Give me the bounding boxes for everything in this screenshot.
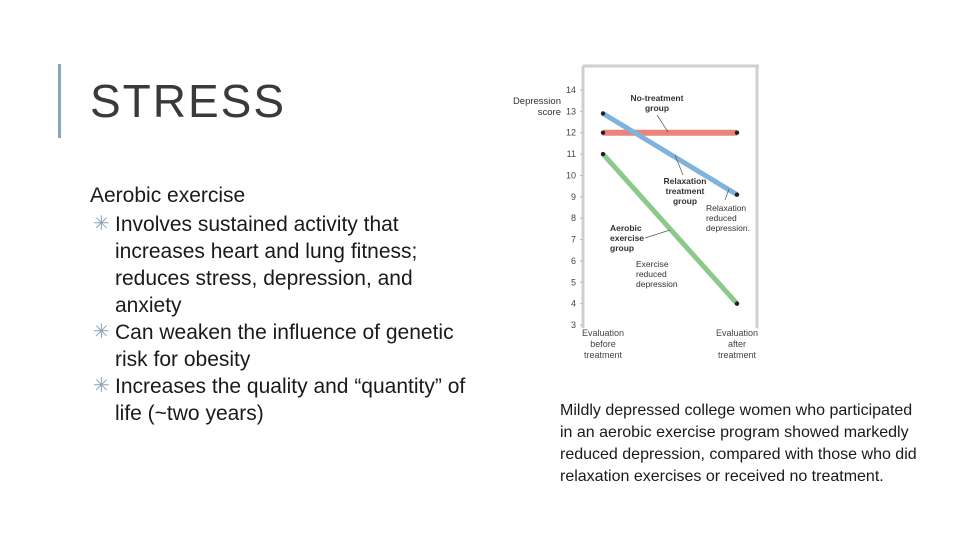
chart-caption: Mildly depressed college women who parti… <box>560 402 917 485</box>
series-point <box>600 111 606 116</box>
annotation-no-treatment: No-treatment group <box>631 93 684 113</box>
annotation-aerobic: Aerobic exercise group <box>610 223 644 253</box>
bullet-heading: Aerobic exercise <box>90 184 246 207</box>
y-tick-label: 6 <box>571 256 576 266</box>
series-point <box>600 130 606 135</box>
series-point <box>734 301 740 306</box>
annotation-leader-line <box>656 114 669 133</box>
annotation-relaxation-note: Relaxation reduced depression. <box>706 203 750 233</box>
series-point <box>734 130 740 135</box>
bullet-text: Can weaken the influence of genetic risk… <box>115 321 454 371</box>
y-tick-label: 14 <box>566 85 576 95</box>
y-axis-label-line2: score <box>538 107 561 118</box>
asterisk-bullet-icon: ✳ <box>93 375 110 397</box>
x-tick-label: Evaluation after treatment <box>716 328 758 360</box>
asterisk-bullet-icon: ✳ <box>93 213 110 235</box>
y-tick-label: 8 <box>571 213 576 223</box>
y-tick-label: 12 <box>566 128 576 138</box>
title-accent-bar <box>58 64 61 138</box>
chart-svg: 3 4 5 6 7 8 9 10 11 12 13 14 No-treatment group Relax… <box>513 64 759 360</box>
bullet-item: ✳ Involves sustained activity that incre… <box>90 211 470 319</box>
annotation-relaxation: Relaxation treatment group <box>664 176 707 206</box>
annotation-leader-line <box>724 188 730 201</box>
annotation-exercise-note: Exercise reduced depression <box>636 259 678 289</box>
bullet-text: Involves sustained activity that increas… <box>115 213 418 317</box>
y-tick-label: 11 <box>567 149 576 159</box>
bullet-item: ✳ Can weaken the influence of genetic ri… <box>90 319 470 373</box>
series-line <box>601 111 739 197</box>
series-point <box>734 192 740 197</box>
y-tick-label: 9 <box>571 192 576 202</box>
asterisk-bullet-icon: ✳ <box>93 321 110 343</box>
series-point <box>600 151 606 157</box>
y-tick-label: 7 <box>571 235 576 245</box>
x-tick-label: Evaluation before treatment <box>582 328 624 360</box>
y-axis-label-line1: Depression <box>513 96 561 107</box>
y-tick-label: 3 <box>571 320 576 330</box>
y-tick-label: 5 <box>571 277 576 287</box>
annotation-leader-line <box>644 229 671 239</box>
bullet-text: Increases the quality and “quantity” of … <box>115 375 466 425</box>
series-line <box>601 152 739 306</box>
slide-title: STRESS <box>90 75 287 127</box>
plot-background <box>583 66 759 328</box>
y-tick-label: 10 <box>566 170 576 180</box>
bullet-item: ✳ Increases the quality and “quantity” o… <box>90 373 470 427</box>
y-tick-label: 4 <box>571 299 576 309</box>
annotation-leader-line <box>674 154 684 176</box>
bullet-content: Aerobic exercise ✳ Involves sustained ac… <box>90 182 470 427</box>
depression-chart: 3 4 5 6 7 8 9 10 11 12 13 14 No-treatment group Relax… <box>505 60 765 365</box>
y-tick-label: 13 <box>566 106 576 116</box>
